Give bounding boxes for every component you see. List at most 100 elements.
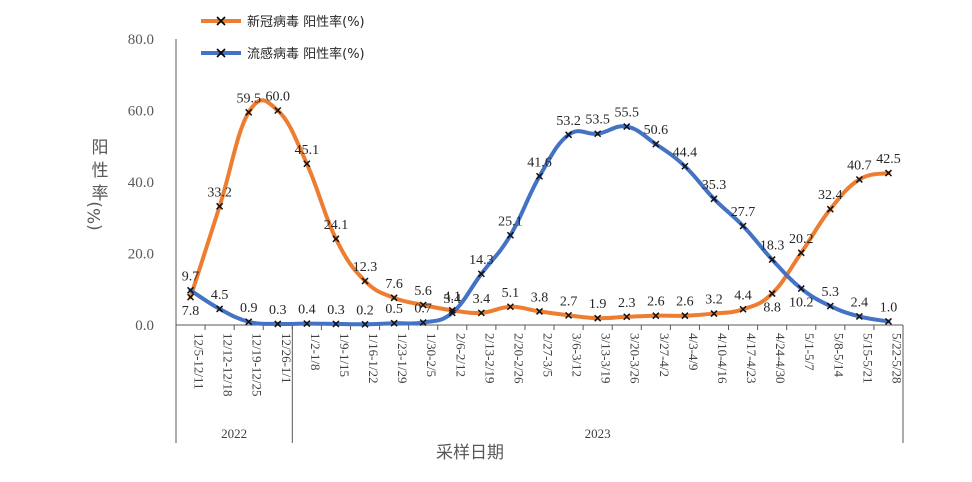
x-tick-label: 1/30-2/5 — [424, 333, 439, 377]
x-tick-label: 5/1-5/7 — [802, 333, 817, 371]
data-marker-flu — [594, 130, 602, 138]
x-tick-label: 2/13-2/19 — [482, 333, 497, 384]
legend: 新冠病毒 阳性率(%) 流感病毒 阳性率(%) — [201, 14, 365, 62]
data-label-covid: 5.6 — [414, 284, 432, 299]
data-marker-covid — [681, 312, 689, 320]
x-tick-label: 1/9-1/15 — [337, 333, 352, 377]
data-label-flu: 41.6 — [527, 155, 552, 170]
x-tick-label: 3/20-3/26 — [628, 333, 643, 384]
data-label-flu: 0.9 — [240, 301, 258, 316]
data-label-flu: 0.3 — [269, 303, 287, 318]
x-tick-label: 4/17-4/23 — [744, 333, 759, 384]
data-marker-covid — [332, 235, 340, 243]
data-label-covid: 3.8 — [531, 290, 549, 305]
data-label-covid: 3.4 — [473, 292, 491, 307]
y-tick-label: 0.0 — [135, 318, 154, 334]
data-marker-covid — [245, 108, 253, 116]
x-tick-label: 1/16-1/22 — [366, 333, 381, 384]
data-label-covid: 20.2 — [789, 232, 814, 247]
data-label-flu: 35.3 — [702, 178, 727, 193]
series-markers — [187, 106, 892, 328]
data-label-covid: 2.6 — [647, 295, 665, 310]
data-label-covid: 33.2 — [207, 185, 232, 200]
data-label-flu: 0.2 — [356, 303, 374, 318]
data-label-covid: 2.6 — [676, 295, 694, 310]
data-marker-flu — [652, 140, 660, 148]
data-label-flu: 2.4 — [851, 295, 869, 310]
data-marker-flu — [187, 286, 195, 294]
legend-item-covid: 新冠病毒 阳性率(%) — [201, 14, 365, 30]
data-marker-flu — [506, 231, 514, 239]
data-label-covid: 12.3 — [353, 260, 378, 275]
data-label-covid: 7.6 — [385, 277, 403, 292]
series-line-covid — [188, 98, 891, 321]
data-label-flu: 10.2 — [789, 296, 814, 311]
data-label-flu: 4.5 — [211, 288, 229, 303]
data-marker-covid — [187, 293, 195, 301]
data-marker-covid — [855, 175, 863, 184]
data-label-covid: 24.1 — [324, 218, 349, 233]
data-label-covid: 5.1 — [502, 286, 520, 301]
data-marker-flu — [535, 172, 544, 180]
year-groups: 2022 2023 — [175, 325, 904, 443]
data-marker-covid — [565, 311, 573, 319]
data-label-covid: 4.4 — [734, 288, 752, 303]
data-label-flu: 55.5 — [614, 106, 639, 121]
data-marker-flu — [361, 320, 369, 328]
x-tick-label: 5/8-5/14 — [831, 333, 846, 378]
data-marker-flu — [245, 318, 253, 326]
data-label-flu: 0.4 — [298, 303, 316, 318]
data-marker-flu — [332, 320, 340, 328]
x-tick-label: 12/26-1/1 — [279, 333, 294, 384]
data-label-covid: 40.7 — [847, 158, 872, 173]
x-tick-label: 4/3-4/9 — [686, 333, 701, 371]
data-label-flu: 0.5 — [385, 302, 403, 317]
y-axis-title-unit: (%) — [85, 201, 105, 230]
y-tick-label: 80.0 — [128, 32, 154, 48]
data-label-flu: 9.7 — [182, 269, 200, 284]
data-marker-covid — [710, 310, 718, 318]
year-label: 2023 — [585, 426, 611, 441]
x-tick-label: 2/27-3/5 — [541, 333, 556, 377]
data-marker-flu — [623, 123, 631, 131]
data-marker-flu — [797, 285, 805, 293]
x-tick-label: 2/6-2/12 — [453, 333, 468, 377]
data-label-flu: 3.4 — [444, 292, 462, 307]
data-label-flu: 53.2 — [556, 114, 581, 129]
y-tick-label: 40.0 — [128, 175, 154, 191]
data-marker-flu — [419, 318, 427, 327]
data-marker-covid — [884, 169, 892, 177]
data-marker-covid — [594, 314, 602, 322]
data-marker-covid — [419, 301, 427, 309]
data-marker-flu — [768, 256, 776, 264]
data-label-flu: 5.3 — [822, 285, 840, 300]
data-label-flu: 18.3 — [760, 239, 785, 254]
y-axis-title-char-1: 阳 — [92, 138, 109, 158]
data-marker-covid — [361, 277, 369, 285]
data-label-covid: 3.2 — [705, 293, 723, 308]
data-label-covid: 59.5 — [236, 91, 261, 106]
data-marker-covid — [623, 313, 631, 321]
data-marker-covid — [797, 249, 805, 257]
x-tick-label: 1/23-1/29 — [395, 333, 410, 384]
y-tick-label: 60.0 — [128, 104, 154, 120]
data-label-flu: 25.1 — [498, 214, 523, 229]
x-tick-label: 3/13-3/19 — [599, 333, 614, 384]
data-marker-flu — [855, 312, 863, 320]
data-marker-covid — [216, 202, 224, 210]
data-labels: 7.833.259.5 60.045.124.112.37.6 5.6 4.1 3.4 5… — [182, 90, 901, 320]
data-marker-flu — [826, 302, 834, 310]
data-marker-covid — [448, 306, 456, 314]
y-axis-title-char-3: 率 — [92, 184, 109, 204]
x-tick-label: 1/2-1/8 — [308, 333, 323, 371]
data-marker-flu — [390, 319, 398, 327]
data-label-flu: 0.3 — [327, 303, 345, 318]
data-label-covid: 1.9 — [589, 297, 607, 312]
x-tick-label: 5/15-5/21 — [860, 333, 875, 384]
data-marker-covid — [303, 160, 311, 168]
data-marker-flu — [884, 317, 892, 325]
data-marker-flu — [274, 320, 282, 328]
legend-label-covid: 新冠病毒 阳性率(%) — [247, 14, 365, 30]
x-axis-ticks: 12/5-12/11 12/12-12/18 12/19-12/25 12/26-1/… — [175, 325, 904, 397]
